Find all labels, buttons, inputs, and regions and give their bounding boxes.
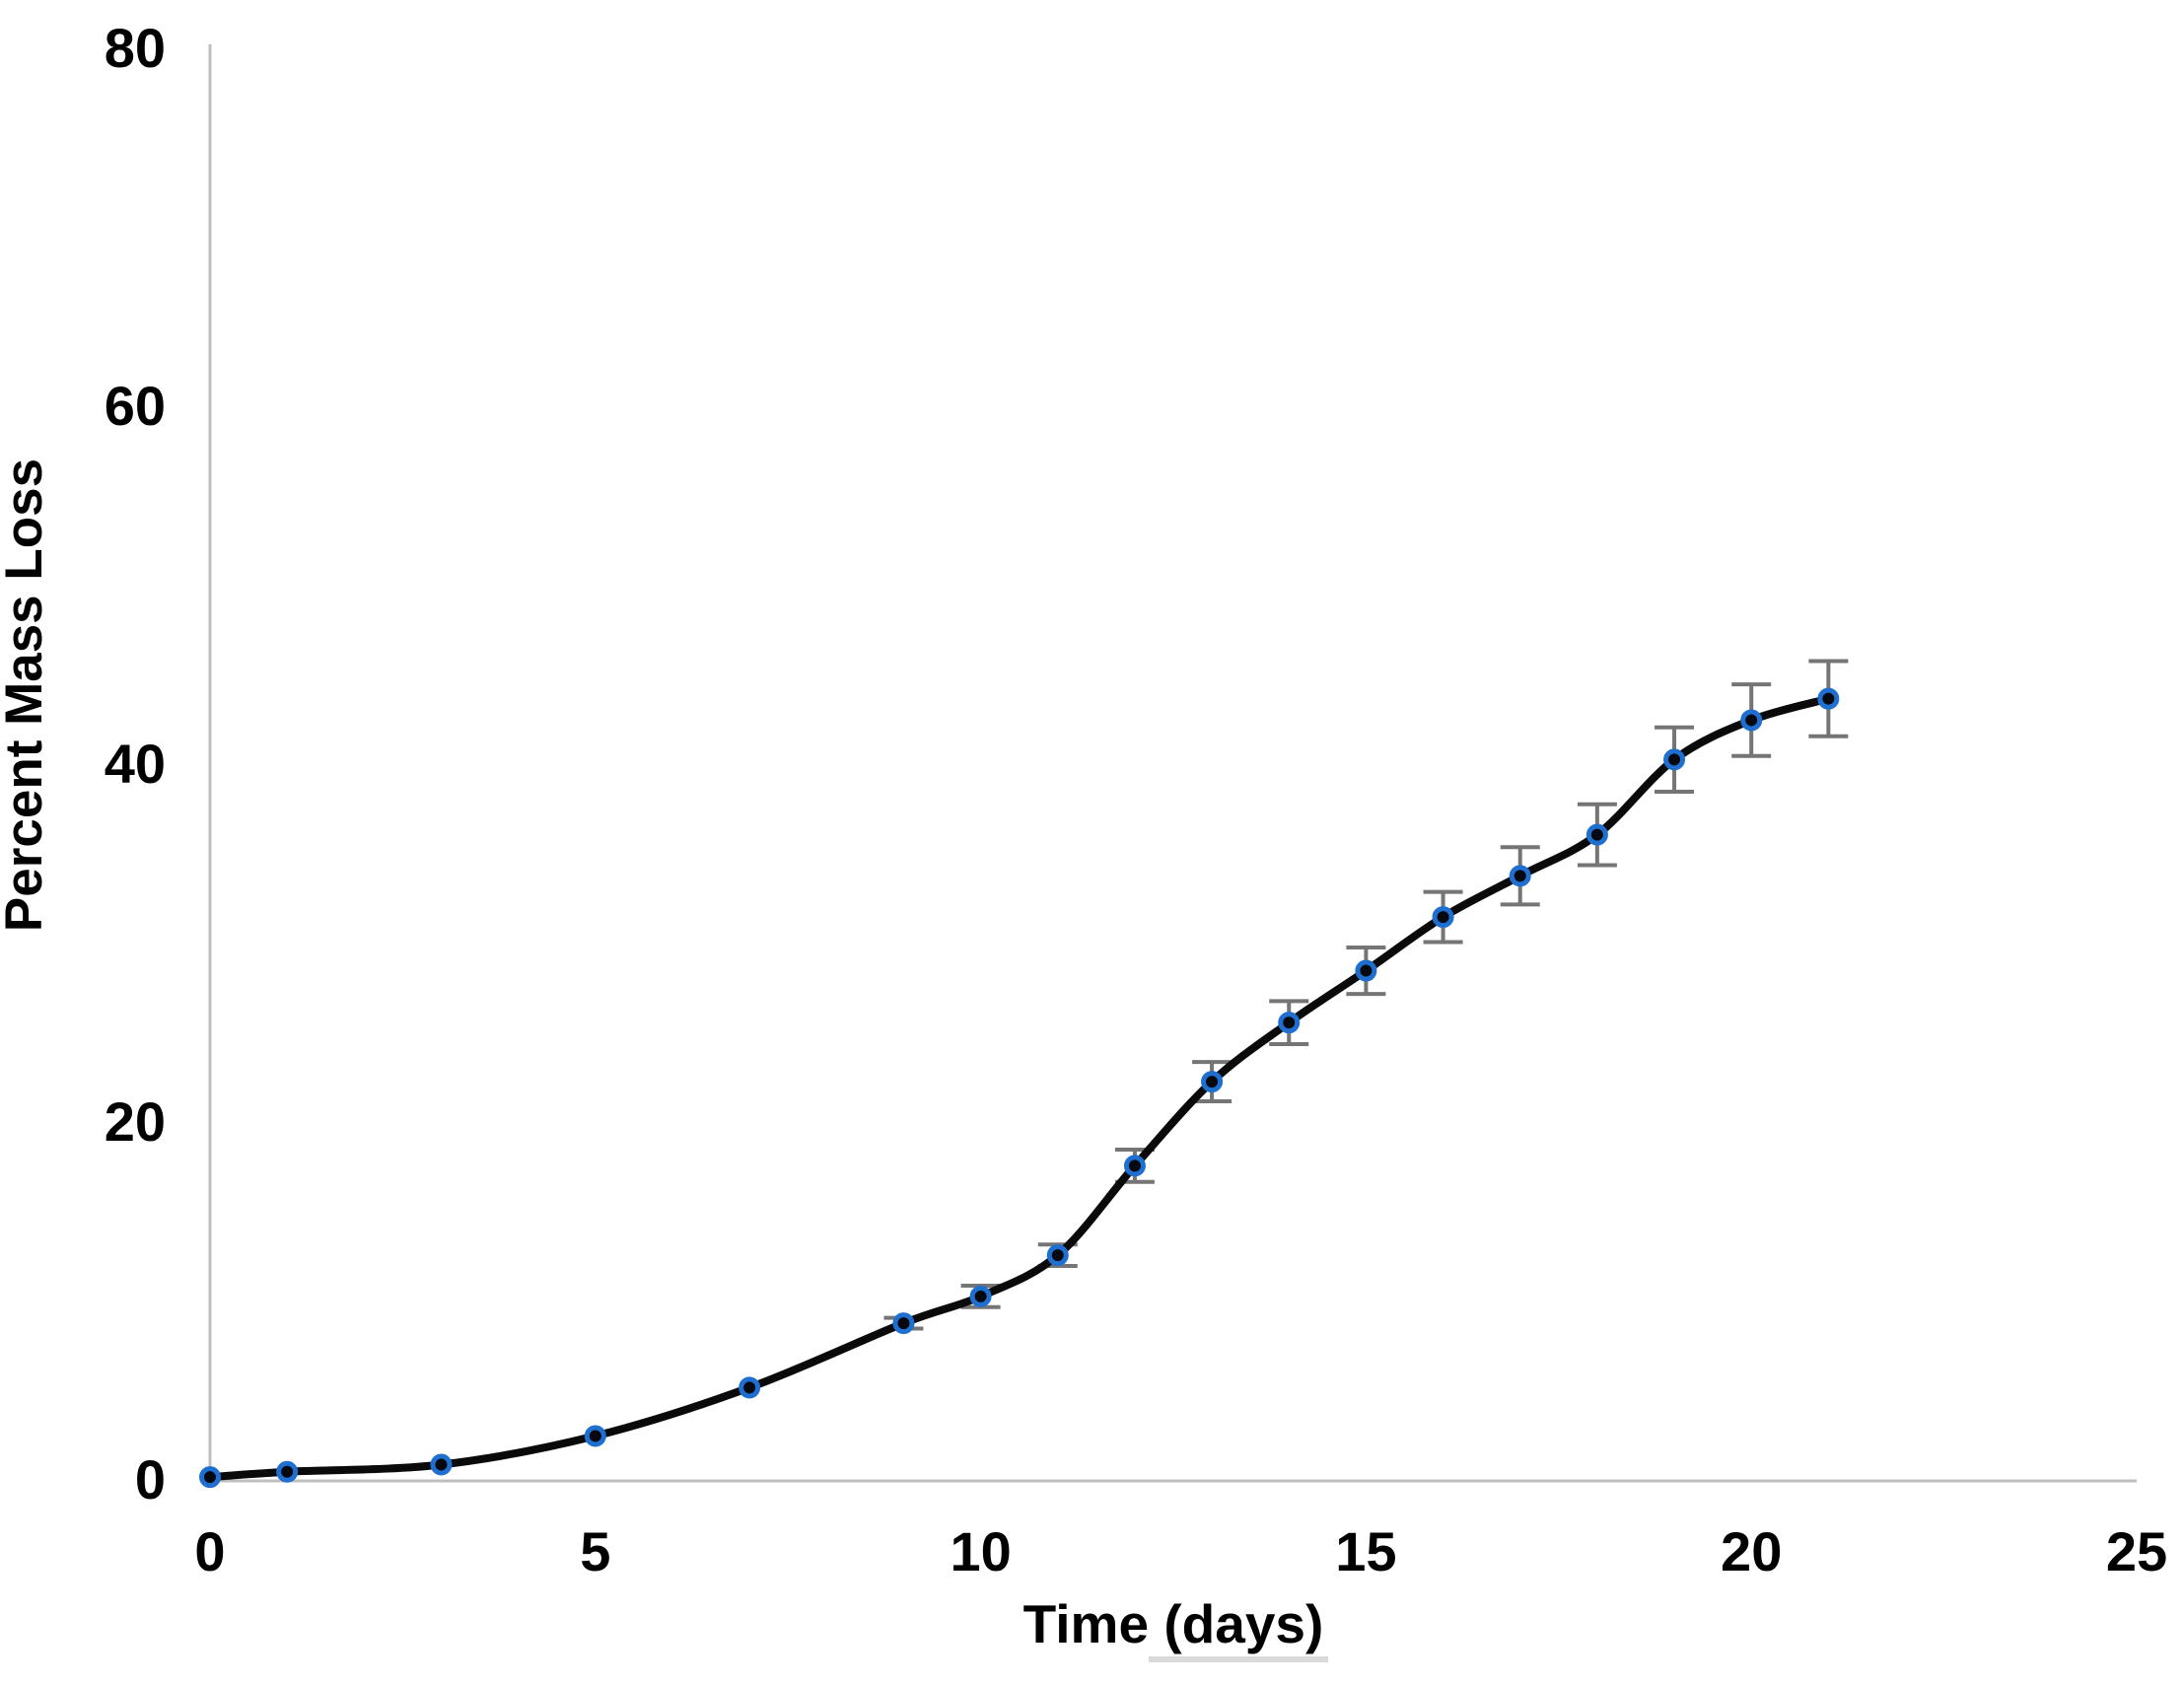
y-axis-title: Percent Mass Loss bbox=[0, 458, 53, 932]
data-point-marker bbox=[1046, 1244, 1069, 1267]
x-tick-label: 20 bbox=[1721, 1520, 1782, 1582]
x-axis-title: Time (days) bbox=[1023, 1593, 1324, 1654]
y-tick-label: 80 bbox=[105, 17, 166, 79]
data-point-marker bbox=[584, 1425, 606, 1447]
x-tick-label: 10 bbox=[950, 1520, 1011, 1582]
data-point-marker bbox=[1201, 1071, 1224, 1093]
y-tick-label: 60 bbox=[105, 375, 166, 437]
y-tick-label: 40 bbox=[105, 733, 166, 795]
data-point-marker bbox=[739, 1376, 761, 1399]
x-tick-label: 0 bbox=[194, 1520, 225, 1582]
x-tick-label: 25 bbox=[2106, 1520, 2167, 1582]
x-tick-label: 5 bbox=[580, 1520, 610, 1582]
data-point-marker bbox=[1817, 687, 1840, 710]
x-tick-label: 15 bbox=[1335, 1520, 1396, 1582]
data-point-marker bbox=[1278, 1012, 1301, 1034]
x-tick-labels-group: 0 5 10 15 20 25 bbox=[194, 1520, 2167, 1582]
y-tick-label: 20 bbox=[105, 1090, 166, 1153]
y-tick-label: 0 bbox=[135, 1448, 166, 1510]
data-point-marker bbox=[892, 1312, 915, 1335]
data-point-marker bbox=[199, 1466, 221, 1489]
xlabel-underline bbox=[1149, 1656, 1328, 1662]
data-point-marker bbox=[276, 1460, 299, 1483]
data-point-marker bbox=[1355, 959, 1377, 982]
data-point-marker bbox=[969, 1285, 992, 1307]
data-point-marker bbox=[1432, 906, 1454, 929]
y-tick-labels-group: 0 20 40 60 80 bbox=[105, 17, 166, 1510]
data-point-marker bbox=[1740, 709, 1763, 732]
data-point-marker bbox=[1585, 823, 1608, 846]
data-point-marker bbox=[1663, 748, 1686, 771]
data-markers-group bbox=[199, 687, 1840, 1489]
data-point-marker bbox=[1509, 865, 1531, 887]
data-point-marker bbox=[1123, 1155, 1146, 1177]
data-point-marker bbox=[430, 1453, 453, 1476]
